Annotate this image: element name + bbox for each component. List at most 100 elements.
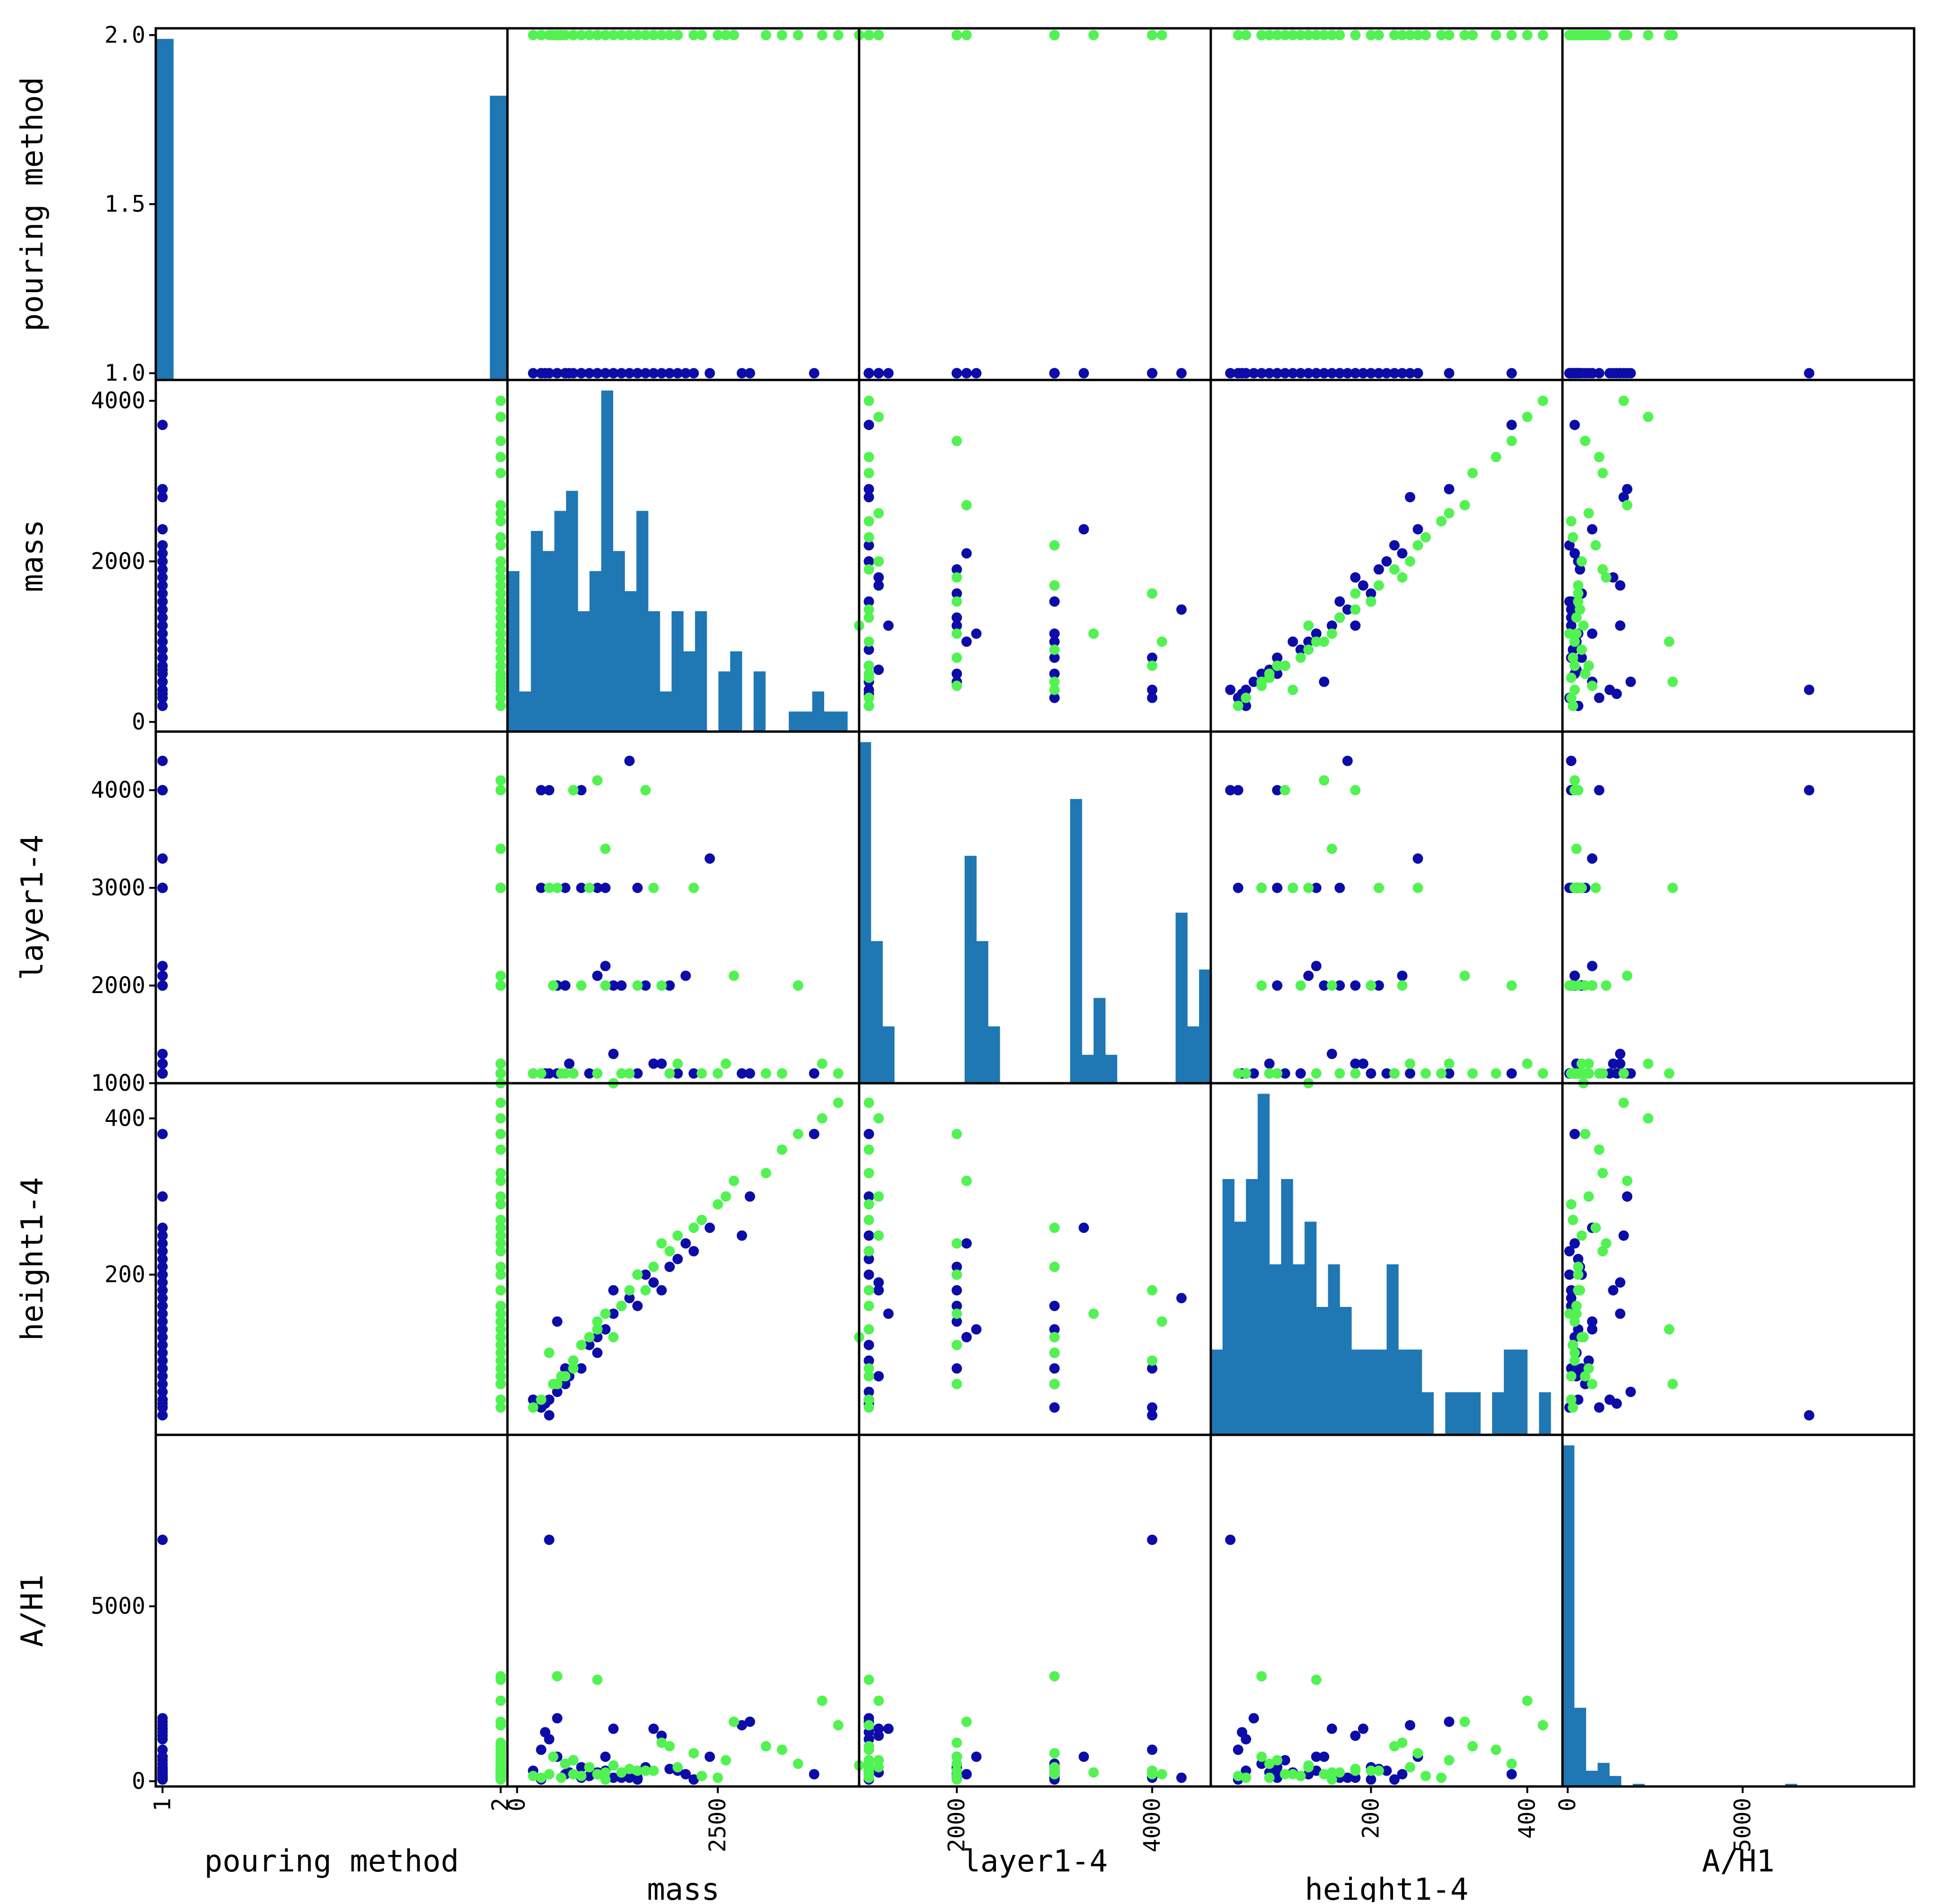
scatter-point-height1-4-vs-pouring-method-25 <box>157 1230 168 1241</box>
scatter-point-a-h1-vs-mass-26 <box>608 1723 619 1734</box>
scatter-point-layer1-4-vs-mass-10 <box>704 853 715 864</box>
scatter-point-height1-4-vs-pouring-method-12 <box>157 1355 168 1366</box>
scatter-point-mass-vs-pouring-method-16 <box>157 588 168 599</box>
scatter-point-layer1-4-vs-height1-4-33 <box>1334 883 1345 893</box>
scatter-point-layer1-4-vs-pouring-method-60 <box>495 785 506 796</box>
scatter-point-height1-4-vs-mass-27 <box>576 1363 587 1374</box>
scatter-point-pouring-method-vs-layer1-4-10 <box>1078 368 1089 379</box>
scatter-point-pouring-method-vs-mass-23 <box>648 368 659 379</box>
scatter-point-pouring-method-vs-height1-4-44 <box>1397 30 1408 41</box>
scatter-point-mass-vs-layer1-4-67 <box>863 673 874 683</box>
scatter-point-layer1-4-vs-a-h1-68 <box>1576 1058 1587 1069</box>
scatter-point-layer1-4-vs-height1-4-20 <box>1342 756 1353 767</box>
scatter-point-height1-4-vs-mass-45 <box>616 1300 627 1311</box>
scatter-point-mass-vs-a-h1-31 <box>1587 628 1598 639</box>
scatter-point-mass-vs-height1-4-27 <box>1272 652 1283 663</box>
scatter-point-pouring-method-vs-mass-63 <box>648 30 659 41</box>
scatter-point-mass-vs-pouring-method-22 <box>157 636 168 647</box>
scatter-point-height1-4-vs-layer1-4-6 <box>863 1191 874 1202</box>
scatter-point-a-h1-vs-layer1-4-60 <box>1147 1769 1157 1780</box>
cell-border-4-1 <box>506 1433 861 1788</box>
scatter-point-layer1-4-vs-mass-64 <box>696 1068 707 1079</box>
hist-bar-a-h1-3 <box>1597 1762 1610 1786</box>
scatter-point-height1-4-vs-pouring-method-16 <box>157 1269 168 1280</box>
scatter-point-layer1-4-vs-height1-4-66 <box>1506 980 1517 991</box>
scatter-point-height1-4-vs-layer1-4-63 <box>1049 1262 1060 1272</box>
scatter-point-mass-vs-a-h1-45 <box>1571 612 1582 623</box>
scatter-point-a-h1-vs-pouring-method-65 <box>495 1674 506 1685</box>
scatter-point-height1-4-vs-layer1-4-54 <box>863 1394 874 1405</box>
scatter-point-mass-vs-pouring-method-18 <box>157 548 168 559</box>
scatter-point-layer1-4-vs-height1-4-68 <box>1405 1058 1416 1069</box>
scatter-point-layer1-4-vs-pouring-method-27 <box>157 785 168 796</box>
scatter-point-height1-4-vs-mass-61 <box>760 1168 771 1179</box>
cell-border-0-0 <box>154 27 509 381</box>
scatter-point-mass-vs-a-h1-55 <box>1578 620 1589 631</box>
scatter-point-mass-vs-layer1-4-41 <box>1049 644 1060 655</box>
scatter-point-height1-4-vs-layer1-4-52 <box>863 1097 874 1108</box>
scatter-point-mass-vs-layer1-4-24 <box>951 668 962 679</box>
scatter-point-height1-4-vs-a-h1-58 <box>1583 1191 1594 1202</box>
scatter-point-height1-4-vs-a-h1-35 <box>1611 1398 1622 1409</box>
scatter-point-layer1-4-vs-height1-4-63 <box>1373 883 1384 893</box>
hist-bar-height1-4-9 <box>1316 1307 1328 1435</box>
hist-bar-pouring-method-0 <box>156 39 174 380</box>
scatter-point-height1-4-vs-layer1-4-24 <box>951 1363 962 1374</box>
scatter-point-height1-4-vs-a-h1-62 <box>1587 1379 1598 1390</box>
scatter-point-height1-4-vs-a-h1-53 <box>1590 1222 1601 1233</box>
scatter-point-height1-4-vs-layer1-4-64 <box>863 1214 874 1225</box>
scatter-point-mass-vs-height1-4-29 <box>1373 564 1384 575</box>
scatter-point-mass-vs-a-h1-69 <box>1571 628 1582 639</box>
scatter-point-pouring-method-vs-height1-4-36 <box>1287 30 1298 41</box>
scatter-point-layer1-4-vs-mass-7 <box>592 970 603 981</box>
hist-bar-height1-4-4 <box>1258 1094 1270 1435</box>
scatter-point-mass-vs-pouring-method-20 <box>157 604 168 615</box>
x-tick-label-a-h1-1: 5000 <box>1730 1798 1756 1853</box>
scatter-point-height1-4-vs-mass-10 <box>704 1222 715 1233</box>
scatter-point-layer1-4-vs-mass-25 <box>736 1068 747 1079</box>
scatter-point-pouring-method-vs-height1-4-25 <box>1405 368 1416 379</box>
scatter-point-layer1-4-vs-height1-4-58 <box>1443 1058 1454 1069</box>
scatter-point-mass-vs-pouring-method-47 <box>495 452 506 463</box>
scatter-point-height1-4-vs-pouring-method-10 <box>157 1222 168 1233</box>
scatter-point-pouring-method-vs-layer1-4-32 <box>873 368 884 379</box>
scatter-point-height1-4-vs-mass-7 <box>592 1332 603 1343</box>
scatter-point-height1-4-vs-layer1-4-15 <box>1147 1410 1157 1421</box>
hist-bar-mass-12 <box>648 611 660 732</box>
scatter-point-height1-4-vs-a-h1-23 <box>1615 1277 1626 1288</box>
scatter-point-layer1-4-vs-height1-4-12 <box>1280 1068 1291 1079</box>
scatter-point-layer1-4-vs-height1-4-67 <box>1264 1068 1275 1079</box>
scatter-point-height1-4-vs-mass-14 <box>809 1129 819 1139</box>
scatter-point-layer1-4-vs-mass-41 <box>584 883 595 893</box>
scatter-point-a-h1-vs-height1-4-44 <box>1397 1737 1408 1748</box>
scatter-point-mass-vs-a-h1-51 <box>1573 596 1584 607</box>
scatter-point-layer1-4-vs-mass-39 <box>568 1068 579 1079</box>
scatter-point-a-h1-vs-layer1-4-65 <box>863 1674 874 1685</box>
scatter-point-height1-4-vs-pouring-method-43 <box>495 1402 506 1413</box>
scatter-point-layer1-4-vs-mass-16 <box>640 980 651 991</box>
scatter-point-mass-vs-layer1-4-37 <box>951 628 962 639</box>
scatter-point-layer1-4-vs-mass-8 <box>560 883 571 893</box>
scatter-point-a-h1-vs-mass-39 <box>568 1755 579 1766</box>
scatter-point-layer1-4-vs-mass-69 <box>600 843 611 854</box>
scatter-point-height1-4-vs-pouring-method-14 <box>157 1129 168 1139</box>
hist-bar-height1-4-10 <box>1328 1264 1340 1435</box>
scatter-point-a-h1-vs-height1-4-15 <box>1225 1534 1236 1545</box>
scatter-point-layer1-4-vs-mass-34 <box>688 1068 699 1079</box>
scatter-point-a-h1-vs-height1-4-34 <box>1389 1774 1400 1785</box>
scatter-point-pouring-method-vs-mass-44 <box>656 30 667 41</box>
scatter-point-mass-vs-pouring-method-67 <box>495 673 506 683</box>
scatter-point-pouring-method-vs-mass-27 <box>576 368 587 379</box>
y-tick-label-mass-0: 0 <box>132 709 145 735</box>
scatter-point-layer1-4-vs-a-h1-49 <box>1622 970 1633 981</box>
scatter-point-layer1-4-vs-mass-4 <box>672 1068 683 1079</box>
scatter-point-height1-4-vs-a-h1-42 <box>1643 1113 1654 1124</box>
scatter-point-a-h1-vs-mass-10 <box>704 1751 715 1762</box>
scatter-point-height1-4-vs-mass-64 <box>696 1214 707 1225</box>
scatter-point-a-h1-vs-height1-4-52 <box>1537 1720 1548 1731</box>
scatter-point-pouring-method-vs-mass-59 <box>624 30 635 41</box>
scatter-point-pouring-method-vs-height1-4-56 <box>1389 30 1400 41</box>
scatter-point-mass-vs-a-h1-53 <box>1590 540 1601 551</box>
scatter-point-pouring-method-vs-height1-4-34 <box>1389 368 1400 379</box>
scatter-point-a-h1-vs-height1-4-26 <box>1326 1723 1337 1734</box>
